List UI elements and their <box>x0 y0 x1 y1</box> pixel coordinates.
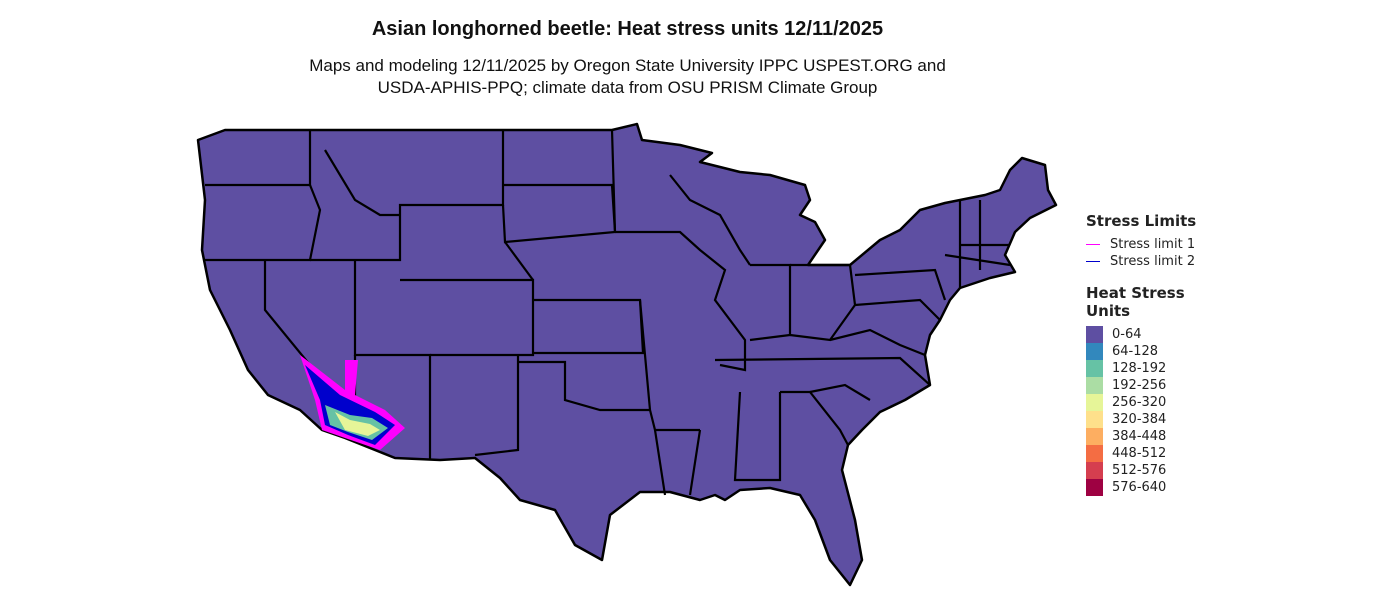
legend-label: 128-192 <box>1112 361 1167 376</box>
line-swatch <box>1086 244 1100 245</box>
legend-label: 512-576 <box>1112 463 1167 478</box>
color-swatch <box>1086 394 1103 411</box>
legend-label: 64-128 <box>1112 344 1159 359</box>
subtitle-line-2: USDA-APHIS-PPQ; climate data from OSU PR… <box>377 78 878 97</box>
legend: Stress Limits Stress limit 1 Stress limi… <box>1086 212 1196 496</box>
legend-label: 384-448 <box>1112 429 1167 444</box>
legend-item-heat: 0-64 <box>1086 326 1196 343</box>
legend-label: 448-512 <box>1112 446 1167 461</box>
color-swatch <box>1086 343 1103 360</box>
color-swatch <box>1086 445 1103 462</box>
map-title: Asian longhorned beetle: Heat stress uni… <box>371 18 884 40</box>
legend-label: Stress limit 2 <box>1110 254 1196 269</box>
legend-item-heat: 192-256 <box>1086 377 1196 394</box>
legend-item-heat: 512-576 <box>1086 462 1196 479</box>
legend-item-stress-1: Stress limit 1 <box>1086 236 1196 253</box>
legend-item-heat: 320-384 <box>1086 411 1196 428</box>
color-swatch <box>1086 479 1103 496</box>
legend-label: 192-256 <box>1112 378 1167 393</box>
map-subtitle: Maps and modeling 12/11/2025 by Oregon S… <box>0 55 1255 99</box>
legend-label: 320-384 <box>1112 412 1167 427</box>
legend-item-heat: 576-640 <box>1086 479 1196 496</box>
state-borders <box>205 129 1011 496</box>
stress-limits-title: Stress Limits <box>1086 212 1197 230</box>
legend-label: Stress limit 1 <box>1110 237 1196 252</box>
heat-stress-title: Heat Stress Units <box>1086 284 1185 320</box>
heat-stress-area <box>300 355 405 450</box>
legend-item-heat: 128-192 <box>1086 360 1196 377</box>
legend-item-heat: 256-320 <box>1086 394 1196 411</box>
subtitle-line-1: Maps and modeling 12/11/2025 by Oregon S… <box>309 56 946 75</box>
color-swatch <box>1086 428 1103 445</box>
legend-item-heat: 384-448 <box>1086 428 1196 445</box>
legend-label: 256-320 <box>1112 395 1167 410</box>
legend-item-stress-2: Stress limit 2 <box>1086 253 1196 270</box>
legend-label: 576-640 <box>1112 480 1167 495</box>
color-swatch <box>1086 360 1103 377</box>
line-swatch <box>1086 261 1100 262</box>
color-swatch <box>1086 377 1103 394</box>
us-outline <box>196 122 1058 587</box>
color-swatch <box>1086 326 1103 343</box>
legend-item-heat: 448-512 <box>1086 445 1196 462</box>
color-swatch <box>1086 411 1103 428</box>
color-swatch <box>1086 462 1103 479</box>
legend-item-heat: 64-128 <box>1086 343 1196 360</box>
legend-label: 0-64 <box>1112 327 1142 342</box>
